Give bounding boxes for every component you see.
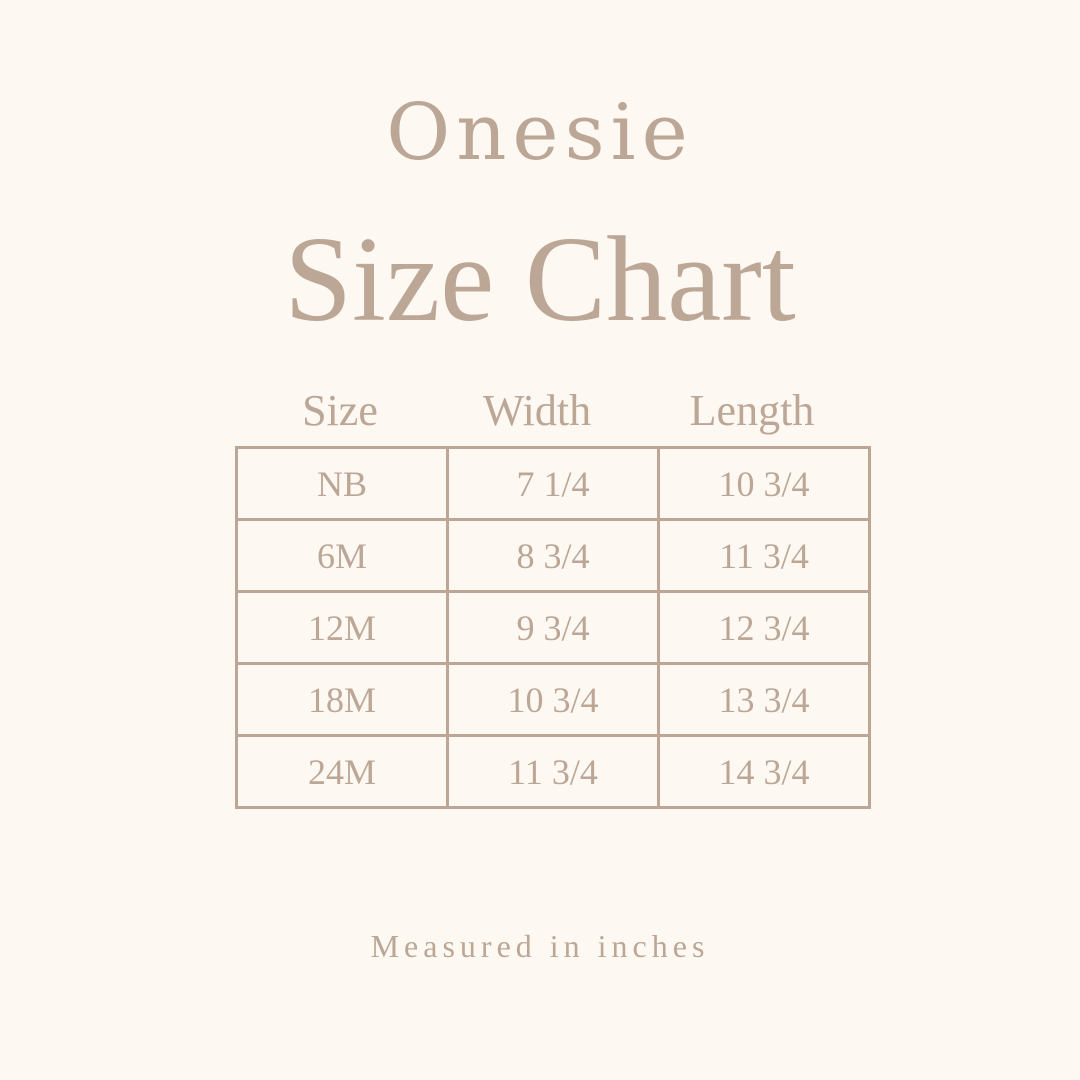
cell-length: 12 3/4 <box>657 590 871 665</box>
column-header-width: Width <box>482 386 592 435</box>
cell-width: 10 3/4 <box>446 662 660 737</box>
cell-width: 9 3/4 <box>446 590 660 665</box>
cell-width: 7 1/4 <box>446 446 660 521</box>
cell-length: 11 3/4 <box>657 518 871 593</box>
table-row: 12M 9 3/4 12 3/4 <box>235 590 871 665</box>
table-row: 18M 10 3/4 13 3/4 <box>235 662 871 737</box>
cell-length: 14 3/4 <box>657 734 871 809</box>
title-product: Onesie <box>386 88 694 178</box>
column-header-length: Length <box>689 386 815 435</box>
footer-note: Measured in inches <box>370 928 710 964</box>
table-row: 6M 8 3/4 11 3/4 <box>235 518 871 593</box>
cell-size: 24M <box>235 734 449 809</box>
table-row: 24M 11 3/4 14 3/4 <box>235 734 871 809</box>
column-header-size: Size <box>302 386 378 435</box>
cell-width: 11 3/4 <box>446 734 660 809</box>
size-table: NB 7 1/4 10 3/4 6M 8 3/4 11 3/4 12M 9 3/4 12 3/4… <box>235 446 871 809</box>
table-row: NB 7 1/4 10 3/4 <box>235 446 871 521</box>
cell-size: 18M <box>235 662 449 737</box>
cell-size: 12M <box>235 590 449 665</box>
cell-width: 8 3/4 <box>446 518 660 593</box>
cell-size: 6M <box>235 518 449 593</box>
title-size-chart: Size Chart <box>284 212 796 347</box>
cell-size: NB <box>235 446 449 521</box>
cell-length: 13 3/4 <box>657 662 871 737</box>
cell-length: 10 3/4 <box>657 446 871 521</box>
